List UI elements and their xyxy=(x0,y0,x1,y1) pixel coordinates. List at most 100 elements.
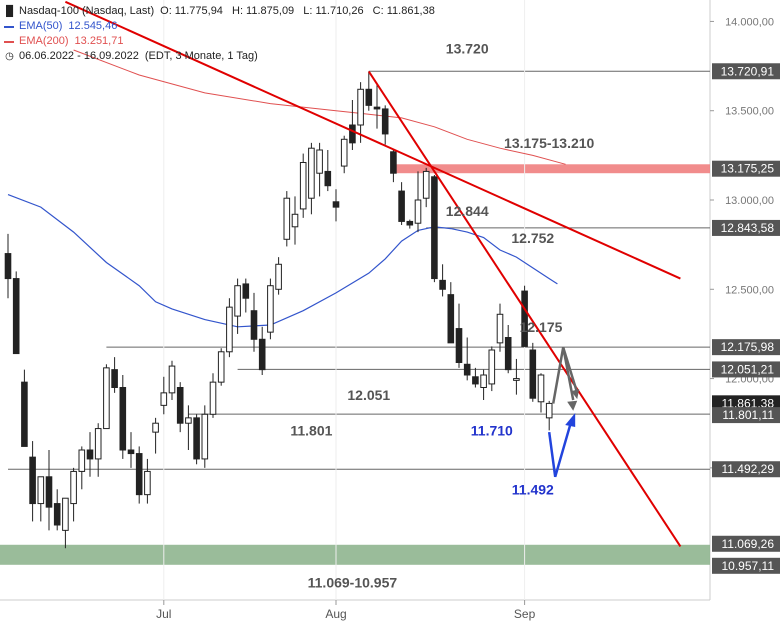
candle-down xyxy=(324,170,332,187)
candle-down xyxy=(463,363,471,376)
candle-down xyxy=(4,253,12,280)
legend-ema50-row[interactable]: EMA(50) 12.545,46 xyxy=(4,19,441,34)
zone-label-lower-bg xyxy=(712,557,780,574)
clock-icon: ◷ xyxy=(5,51,14,62)
support-zone-0 xyxy=(393,164,710,174)
candle-up xyxy=(537,374,545,403)
x-tick-label: Jul xyxy=(156,607,171,621)
level-label-11801-bg xyxy=(712,407,780,424)
period-range: 06.06.2022 - 16.09.2022 xyxy=(19,50,139,62)
candle-down xyxy=(127,449,135,455)
ema200-value: 13.251,71 xyxy=(74,35,124,47)
level-label-5: 11.492,29 xyxy=(722,462,775,476)
candle-down xyxy=(45,476,53,508)
candle-down xyxy=(398,190,405,222)
arrowhead-gray-2 xyxy=(567,400,578,411)
candle-down xyxy=(431,176,438,280)
candle-down xyxy=(455,328,463,364)
ema200-label: EMA(200) xyxy=(19,35,69,47)
candle-down xyxy=(521,290,528,347)
annotation-4: 12.175 xyxy=(520,319,563,335)
candle-down xyxy=(406,220,414,226)
candle-up xyxy=(168,365,176,394)
open-value: O: 11.775,94 xyxy=(160,5,223,17)
annotation-9: 11.069-10.957 xyxy=(308,575,398,591)
candle-down xyxy=(250,310,258,340)
candle-down xyxy=(529,349,537,399)
annotation-3: 12.752 xyxy=(511,230,554,246)
candle-up xyxy=(217,351,225,383)
ema50-label: EMA(50) xyxy=(19,20,63,32)
candle-up xyxy=(414,199,422,224)
candle-up xyxy=(144,470,151,496)
ema50-line xyxy=(7,194,558,328)
level-label-1: 12.843,58 xyxy=(721,221,775,235)
candle-up xyxy=(545,402,553,419)
candle-up xyxy=(201,413,209,460)
candle-down xyxy=(193,417,200,460)
candle-up xyxy=(267,285,274,333)
candle-up xyxy=(308,147,315,199)
candle-down xyxy=(135,453,143,496)
candle-up xyxy=(94,428,102,460)
ema200-swatch xyxy=(4,40,14,43)
candle-up xyxy=(299,162,307,210)
candlestick-icon: █ xyxy=(5,6,14,17)
candle-up xyxy=(480,374,487,388)
level-label-2-bg xyxy=(712,339,780,356)
legend-instrument-row: █ Nasdaq-100 (Nasdaq, Last) O: 11.775,94… xyxy=(4,4,441,19)
zone-label-top: 13.175,25 xyxy=(721,162,775,176)
candle-down xyxy=(365,88,373,106)
candle-down xyxy=(86,449,94,460)
candle-up xyxy=(152,422,159,433)
annotation-1: 13.175-13.210 xyxy=(504,135,595,151)
candle-up xyxy=(422,170,430,199)
trendline-1 xyxy=(367,70,682,547)
candle-up xyxy=(496,313,504,344)
trendline-0 xyxy=(64,0,681,280)
candle-up xyxy=(488,349,496,385)
y-tick-label: 13.500,00 xyxy=(725,106,774,118)
candle-up xyxy=(160,392,168,406)
annotation-5: 12.051 xyxy=(347,387,390,403)
candle-up xyxy=(209,381,217,415)
annotation-2: 12.844 xyxy=(446,203,489,219)
candle-down xyxy=(439,279,446,290)
candle-up xyxy=(340,138,348,167)
ema50-swatch xyxy=(4,25,14,28)
annotation-7: 11.710 xyxy=(471,423,513,439)
chart-legend: █ Nasdaq-100 (Nasdaq, Last) O: 11.775,94… xyxy=(4,4,441,64)
level-label-11801: 11.801,11 xyxy=(722,408,774,422)
ohlc-values: O: 11.775,94 H: 11.875,09 L: 11.710,26 C… xyxy=(160,4,441,19)
y-tick-label: 14.000,00 xyxy=(725,16,774,28)
candle-up xyxy=(70,470,77,505)
level-label-0-bg xyxy=(712,63,780,80)
zone-label-top-bg xyxy=(712,160,780,177)
candle-down xyxy=(53,503,61,526)
x-tick-label: Sep xyxy=(514,607,536,621)
candle-up xyxy=(316,149,323,174)
candle-up xyxy=(62,497,69,531)
candle-down xyxy=(119,387,127,451)
scenario-arrow-gray-2 xyxy=(562,346,579,394)
zone-label-upper: 11.069,26 xyxy=(722,537,775,551)
level-label-1-bg xyxy=(712,219,780,236)
legend-ema200-row[interactable]: EMA(200) 13.251,71 xyxy=(4,34,441,49)
candle-up xyxy=(37,476,45,505)
candle-down xyxy=(258,338,266,371)
annotation-8: 11.492 xyxy=(512,482,554,498)
legend-period-row: ◷ 06.06.2022 - 16.09.2022 (EDT, 3 Monate… xyxy=(4,49,441,64)
level-label-5-bg xyxy=(712,461,780,478)
candle-up xyxy=(283,197,291,240)
candle-down xyxy=(12,278,20,355)
y-tick-label: 13.000,00 xyxy=(725,195,774,207)
candle-up xyxy=(357,88,364,126)
arrowhead-gray xyxy=(571,389,580,400)
candle-down xyxy=(381,108,389,135)
high-value: H: 11.875,09 xyxy=(232,5,295,17)
candle-up xyxy=(103,367,110,430)
candle-down xyxy=(349,124,356,144)
candle-up xyxy=(185,417,192,424)
x-tick-label: Aug xyxy=(325,607,346,621)
